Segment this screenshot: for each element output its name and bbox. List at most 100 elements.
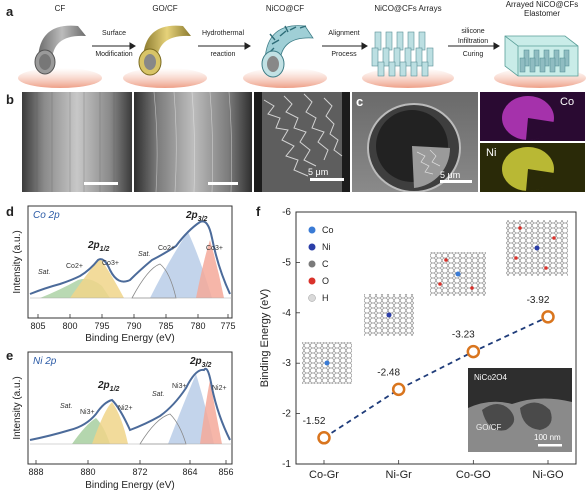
e-xtick-4: 856 <box>218 467 233 477</box>
e-peak2: 2p <box>189 356 202 367</box>
d-xtick-3: 790 <box>126 321 141 331</box>
f-point-co-gr <box>317 431 331 445</box>
f-plot-area <box>295 211 577 465</box>
panel-a-schematic <box>18 25 586 88</box>
sem-image-cross-section: 5 μm <box>352 92 478 192</box>
e-ann-4: Ni3+ <box>172 383 187 390</box>
e-ann-5: Ni2+ <box>212 385 227 392</box>
step-4-top: silicone <box>461 28 485 35</box>
d-ann-3: Sat. <box>138 251 151 258</box>
legend-ni: Ni <box>322 242 331 252</box>
e-peak2-sub: 3/2 <box>202 362 212 369</box>
f-ytick-label-0: -1 <box>282 459 291 470</box>
scale-label-b: 5 μm <box>308 167 329 177</box>
sem-image-cf <box>22 92 132 192</box>
e-xtick-1: 880 <box>80 467 95 477</box>
eds-map-co: Co <box>480 92 585 141</box>
svg-text:2p3/2: 2p3/2 <box>185 210 208 223</box>
stage-label-nico-cf: NiCO@CF <box>265 4 305 13</box>
step-1-bottom: Modification <box>95 51 133 58</box>
e-ann-0: Sat. <box>60 403 73 410</box>
glow-2 <box>123 68 207 88</box>
svg-text:2p3/2: 2p3/2 <box>189 356 212 369</box>
legend-co: Co <box>322 225 334 235</box>
f-point-co-go <box>466 344 481 359</box>
e-ann-3: Sat. <box>152 391 165 398</box>
f-xtick-label-0: Co-Gr <box>309 469 339 481</box>
e-peak1: 2p <box>97 380 110 391</box>
f-xtick-label-3: Ni-GO <box>532 469 564 481</box>
d-ann-2: Co3+ <box>102 260 119 267</box>
f-ytick-label-4: -5 <box>282 257 291 268</box>
svg-text:2p1/2: 2p1/2 <box>87 240 110 253</box>
inset-scale-label: 100 nm <box>534 433 561 442</box>
sem-image-gocf <box>134 92 252 192</box>
elastomer-block-icon <box>504 35 579 77</box>
legend-h-marker <box>308 294 316 302</box>
step-4-mid: Infiltration <box>457 38 489 45</box>
d-peak1: 2p <box>87 240 100 251</box>
f-value-labels: -1.52 -2.48 -3.23 -3.92 <box>303 295 550 427</box>
f-series-points <box>317 310 555 445</box>
glow-1 <box>18 68 102 88</box>
f-y-axis: -1 -2 -3 -4 -5 -6 <box>282 207 300 470</box>
d-xtick-6: 775 <box>220 321 235 331</box>
d-xtick-5: 780 <box>190 321 205 331</box>
step-4-bottom: Curing <box>462 51 484 58</box>
xps-ni-2p-plot: 888 880 872 864 856 Binding Energy (eV) … <box>12 351 234 491</box>
panel-letter-d: d <box>6 204 14 219</box>
f-ytick-label-3: -4 <box>282 308 291 319</box>
f-point-ni-go <box>541 310 555 324</box>
legend-o: O <box>322 276 329 286</box>
d-peak1-sub: 1/2 <box>100 246 110 253</box>
sem-image-nico-cf: 5 μm <box>254 92 350 192</box>
legend-ni-marker <box>308 243 316 251</box>
eds-map-ni: Ni <box>480 143 585 192</box>
d-xtick-0: 805 <box>30 321 45 331</box>
e-ann-1: Ni3+ <box>80 409 95 416</box>
step-3-bottom: Process <box>331 51 357 58</box>
f-x-axis: Co-Gr Ni-Gr Co-GO Ni-GO <box>309 460 564 481</box>
d-xtick-1: 800 <box>62 321 77 331</box>
glow-4 <box>362 68 454 88</box>
tem-inset-image <box>468 368 572 452</box>
d-ann-0: Sat. <box>38 269 51 276</box>
d-ann-1: Co2+ <box>66 263 83 270</box>
f-value-label-3: -3.92 <box>527 295 550 306</box>
e-series-label: Ni 2p <box>33 356 57 367</box>
e-xlabel: Binding Energy (eV) <box>85 480 175 491</box>
e-xtick-0: 888 <box>28 467 43 477</box>
d-peak2-sub: 3/2 <box>198 216 208 223</box>
e-peak1-sub: 1/2 <box>110 386 120 393</box>
step-2-top: Hydrothermal <box>201 30 244 37</box>
f-legend: Co Ni C O H <box>308 225 334 303</box>
d-series-label: Co 2p <box>33 210 60 221</box>
e-ylabel: Intensity (a.u.) <box>12 376 23 439</box>
scale-label-c: 5 μm <box>440 170 461 180</box>
xps-co-2p-plot: 805 800 795 790 785 780 775 Binding Ener… <box>12 205 236 344</box>
legend-co-marker <box>308 226 316 234</box>
f-value-label-0: -1.52 <box>303 416 326 427</box>
f-xtick-label-2: Co-GO <box>456 469 491 481</box>
f-xtick-label-1: Ni-Gr <box>386 469 413 481</box>
glow-3 <box>243 68 327 88</box>
f-series-line <box>323 316 549 439</box>
panel-letter-e: e <box>6 348 14 363</box>
f-value-label-2: -3.23 <box>452 330 475 341</box>
d-ylabel: Intensity (a.u.) <box>12 230 23 293</box>
eds-label-co: Co <box>560 96 575 108</box>
panel-letter-a: a <box>6 4 14 19</box>
arrays-grid-icon <box>371 31 434 77</box>
f-point-ni-gr <box>391 382 406 397</box>
stage-label-elastomer: Arrayed NiCO@CFs Elastomer <box>505 0 579 18</box>
f-value-label-1: -2.48 <box>377 367 400 378</box>
f-dashed-line <box>323 316 549 439</box>
step-2-bottom: reaction <box>210 51 236 58</box>
legend-o-marker <box>308 277 316 285</box>
d-xtick-2: 795 <box>94 321 109 331</box>
d-xlabel: Binding Energy (eV) <box>85 333 175 344</box>
legend-c: C <box>322 259 329 269</box>
eds-label-ni: Ni <box>486 147 497 159</box>
inset-label-bottom: GO/CF <box>476 423 501 432</box>
stage-label-gocf: GO/CF <box>152 4 178 13</box>
